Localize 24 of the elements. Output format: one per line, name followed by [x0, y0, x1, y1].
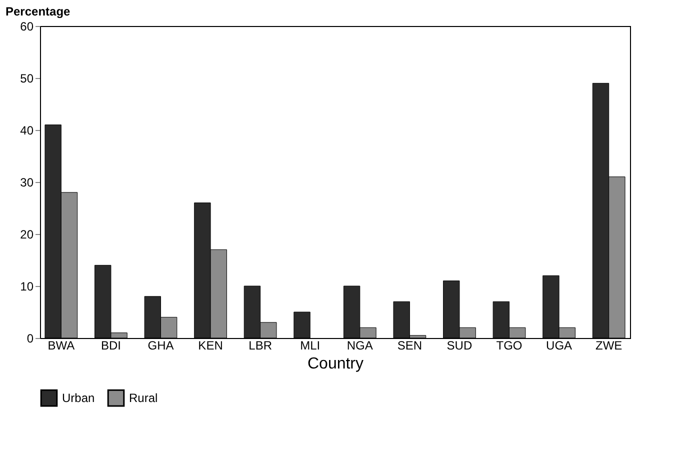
x-axis-title: Country [307, 356, 364, 372]
y-tick-label: 40 [20, 124, 34, 138]
x-tick-label: TGO [496, 338, 522, 352]
x-tick-label: MLI [300, 338, 320, 352]
x-tick-label: UGA [546, 338, 572, 352]
x-tick-label: KEN [198, 338, 223, 352]
bar [294, 312, 310, 338]
y-tick-label: 60 [20, 20, 34, 34]
x-tick-label: GHA [148, 338, 174, 352]
x-tick-label: BDI [100, 338, 121, 352]
x-tick-label: BWA [48, 338, 75, 352]
y-tick-label: 50 [20, 72, 34, 86]
y-tick-label: 30 [20, 176, 34, 190]
x-tick-label: SUD [446, 338, 472, 352]
legend-label: Rural [129, 391, 158, 406]
legend-label: Urban [62, 391, 95, 406]
x-tick-label: NGA [346, 338, 373, 352]
x-tick-label: LBR [248, 338, 272, 352]
y-tick-label: 0 [26, 332, 34, 346]
y-tick-label: 10 [20, 280, 34, 294]
y-axis-title: Percentage [6, 4, 71, 18]
x-tick-label: SEN [397, 338, 422, 352]
x-tick-label: ZWE [596, 338, 622, 352]
y-tick-label: 20 [20, 228, 34, 242]
